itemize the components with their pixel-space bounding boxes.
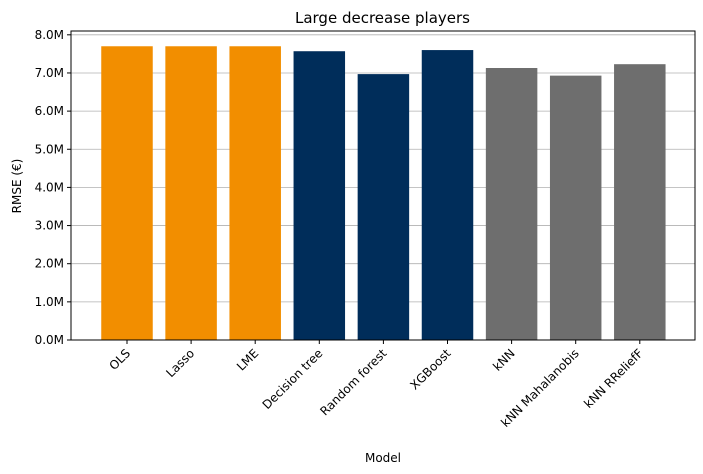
y-tick-label: 5.0M: [35, 142, 64, 156]
bar-lme: [229, 46, 281, 341]
y-tick-label: 7.0M: [35, 66, 64, 80]
chart-title: Large decrease players: [295, 9, 470, 27]
y-axis: 0.0M 1.0M 2.0M 3.0M 4.0M 5.0M 6.0M 7.0M 8.0M: [35, 28, 71, 347]
y-tick-label: 8.0M: [35, 28, 64, 42]
bar-ols: [101, 46, 153, 341]
bar-random-forest: [357, 74, 410, 340]
bar-knn-rrelieff: [614, 64, 666, 340]
y-tick-label: 2.0M: [35, 257, 64, 271]
y-tick-label: 4.0M: [35, 180, 64, 194]
bar-lasso: [165, 46, 217, 341]
bar-decision-tree: [293, 51, 346, 341]
y-tick-label: 3.0M: [35, 219, 64, 233]
bar-knn-mahalanobis: [549, 75, 602, 340]
y-axis-label: RMSE (€): [10, 159, 24, 214]
y-tick-label: 6.0M: [35, 104, 64, 118]
y-tick-label: 0.0M: [35, 333, 64, 347]
bar-knn: [485, 68, 538, 341]
y-tick-label: 1.0M: [35, 295, 64, 309]
x-axis-label: Model: [365, 451, 401, 465]
bar-xgboost: [421, 50, 474, 341]
bars-layer: [101, 46, 666, 341]
